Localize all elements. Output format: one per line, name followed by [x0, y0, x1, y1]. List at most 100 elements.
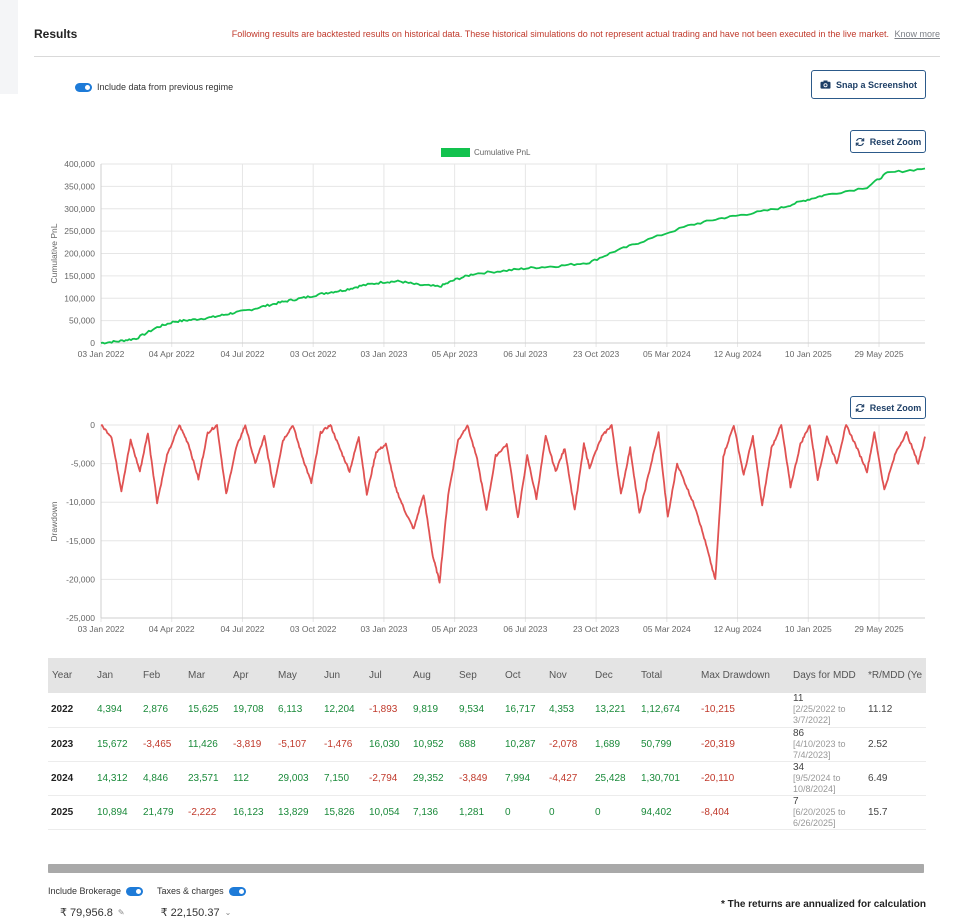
x-tick-label: 03 Jan 2022	[78, 349, 125, 359]
reset-zoom-label: Reset Zoom	[869, 136, 922, 147]
x-tick-label: 03 Jan 2023	[361, 624, 408, 634]
refresh-icon	[855, 403, 864, 412]
scrollbar-thumb[interactable]	[48, 864, 924, 873]
reset-zoom-button-drawdown[interactable]: Reset Zoom	[850, 396, 926, 419]
results-header: Results Following results are backtested…	[34, 0, 940, 57]
max-drawdown-cell: -20,319	[697, 727, 789, 762]
snap-screenshot-button[interactable]: Snap a Screenshot	[811, 70, 926, 99]
max-drawdown-cell: -20,110	[697, 761, 789, 796]
refresh-icon	[855, 137, 864, 146]
month-return-cell: 1,689	[591, 727, 637, 762]
month-return-cell: 112	[229, 761, 274, 796]
series-line-cumulative-pnl	[100, 167, 926, 345]
x-tick-label: 05 Apr 2023	[432, 624, 478, 634]
month-return-cell: 29,003	[274, 761, 320, 796]
edit-icon[interactable]: ✎	[117, 908, 125, 917]
x-tick-label: 04 Jul 2022	[220, 624, 264, 634]
x-tick-label: 06 Jul 2023	[503, 349, 547, 359]
column-header[interactable]: Jan	[93, 658, 139, 693]
month-return-cell: 0	[501, 795, 545, 830]
column-header[interactable]: Sep	[455, 658, 501, 693]
monthly-returns-table: Year Jan Feb Mar Apr May Jun Jul Aug Sep Oct Nov Dec…	[48, 658, 926, 873]
r-mdd-cell: 6.49	[864, 761, 926, 796]
month-return-cell: 15,625	[184, 693, 229, 728]
column-header[interactable]: May	[274, 658, 320, 693]
column-header[interactable]: Max Drawdown	[697, 658, 789, 693]
month-return-cell: 4,846	[139, 761, 184, 796]
y-tick-label: -25,000	[66, 613, 95, 623]
reset-zoom-button-pnl[interactable]: Reset Zoom	[850, 130, 926, 153]
know-more-link[interactable]: Know more	[894, 29, 940, 39]
x-tick-label: 03 Jan 2022	[78, 624, 125, 634]
column-header[interactable]: Jun	[320, 658, 365, 693]
table-row: 2023 15,672 -3,465 11,426 -3,819 -5,107 -1,476…	[48, 727, 926, 762]
column-header[interactable]: Dec	[591, 658, 637, 693]
legend-swatch	[441, 148, 470, 157]
x-tick-label: 23 Oct 2023	[573, 624, 620, 634]
column-header[interactable]: *R/MDD (Ye	[864, 658, 926, 693]
month-return-cell: 12,204	[320, 693, 365, 728]
brokerage-option: Include Brokerage	[48, 886, 144, 896]
x-tick-label: 10 Jan 2025	[785, 624, 832, 634]
column-header[interactable]: Oct	[501, 658, 545, 693]
mdd-date-range: 3/7/2022]	[793, 715, 831, 726]
left-panel-edge	[0, 0, 18, 94]
total-cell: 50,799	[637, 727, 697, 762]
month-return-cell: 16,030	[365, 727, 409, 762]
max-drawdown-cell: -8,404	[697, 795, 789, 830]
previous-regime-toggle[interactable]	[75, 82, 92, 92]
column-header[interactable]: Total	[637, 658, 697, 693]
month-return-cell: -2,794	[365, 761, 409, 796]
backtest-disclaimer: Following results are backtested results…	[232, 29, 940, 39]
x-tick-label: 03 Jan 2023	[361, 349, 408, 359]
y-axis-title: Cumulative PnL	[49, 223, 59, 283]
mdd-days: 34	[793, 761, 805, 773]
y-tick-label: -20,000	[66, 574, 95, 584]
x-tick-label: 03 Oct 2022	[290, 349, 337, 359]
y-tick-label: -15,000	[66, 536, 95, 546]
column-header[interactable]: Nov	[545, 658, 591, 693]
month-return-cell: 6,113	[274, 693, 320, 728]
column-header[interactable]: Feb	[139, 658, 184, 693]
table-scrollbar[interactable]	[48, 864, 924, 873]
mdd-date-range: [6/20/2025 to	[793, 806, 846, 817]
mdd-days: 11	[793, 693, 804, 705]
total-cell: 1,30,701	[637, 761, 697, 796]
camera-icon	[820, 80, 831, 89]
month-return-cell: -4,427	[545, 761, 591, 796]
y-tick-label: 0	[90, 338, 95, 348]
column-header[interactable]: Apr	[229, 658, 274, 693]
pnl-legend[interactable]: Cumulative PnL	[441, 148, 530, 157]
column-header[interactable]: Year	[48, 658, 93, 693]
month-return-cell: 29,352	[409, 761, 455, 796]
column-header[interactable]: Mar	[184, 658, 229, 693]
chevron-down-icon[interactable]: ⌄	[224, 908, 232, 917]
taxes-toggle[interactable]	[228, 886, 246, 896]
year-cell: 2022	[48, 693, 93, 728]
month-return-cell: -3,465	[139, 727, 184, 762]
r-mdd-cell: 15.7	[864, 795, 926, 830]
month-return-cell: 16,717	[501, 693, 545, 728]
column-header[interactable]: Aug	[409, 658, 455, 693]
y-tick-label: 50,000	[69, 316, 95, 326]
month-return-cell: -1,476	[320, 727, 365, 762]
snap-screenshot-label: Snap a Screenshot	[835, 79, 918, 90]
cumulative-pnl-chart[interactable]: 400,000 350,000 300,000 250,000 200,000 150,0…	[0, 0, 968, 370]
brokerage-value: ₹ 79,956.8	[60, 907, 113, 919]
month-return-cell: 23,571	[184, 761, 229, 796]
month-return-cell: 1,281	[455, 795, 501, 830]
y-tick-label: -5,000	[71, 459, 95, 469]
column-header[interactable]: Jul	[365, 658, 409, 693]
y-axis-title: Drawdown	[49, 501, 59, 541]
x-tick-label: 04 Apr 2022	[149, 349, 195, 359]
total-cell: 1,12,674	[637, 693, 697, 728]
column-header[interactable]: Days for MDD	[789, 658, 864, 693]
legend-label: Cumulative PnL	[474, 148, 531, 157]
y-tick-label: 150,000	[64, 271, 95, 281]
month-return-cell: 14,312	[93, 761, 139, 796]
brokerage-value-box: ₹ 79,956.8 ✎	[60, 906, 125, 919]
month-return-cell: -3,849	[455, 761, 501, 796]
taxes-label: Taxes & charges	[157, 886, 224, 896]
brokerage-toggle[interactable]	[126, 886, 144, 896]
